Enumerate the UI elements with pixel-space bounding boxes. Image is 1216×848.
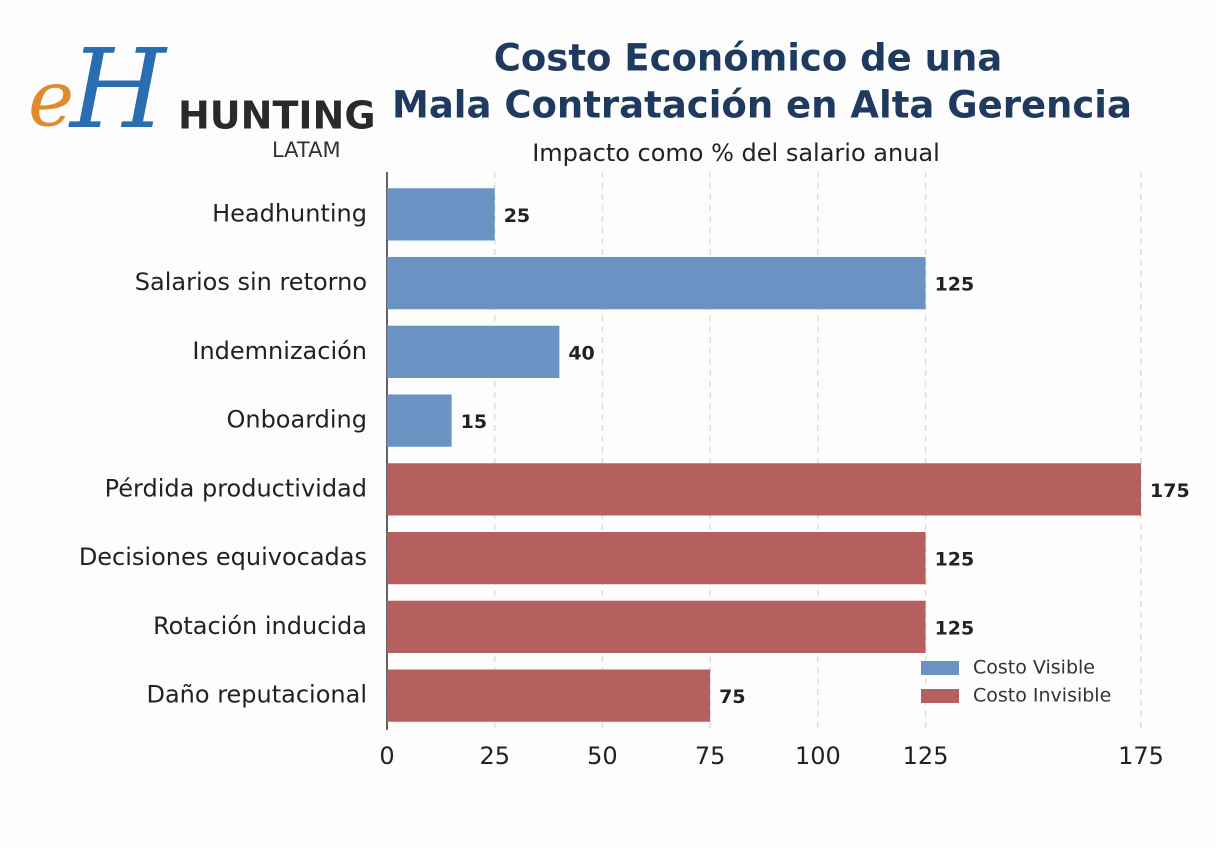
y-tick-label: Decisiones equivocadas — [79, 543, 367, 571]
logo: e H HUNTING LATAM — [28, 25, 376, 162]
value-label: 125 — [935, 549, 975, 571]
bar — [387, 257, 926, 310]
value-label: 40 — [568, 342, 594, 364]
y-tick-label: Headhunting — [212, 199, 367, 227]
logo-name: HUNTING — [178, 94, 376, 138]
value-label: 125 — [935, 617, 975, 639]
value-label: 15 — [461, 411, 487, 433]
y-tick-label: Rotación inducida — [153, 612, 367, 640]
bar — [387, 188, 495, 241]
value-label: 75 — [719, 686, 745, 708]
chart-title: Mala Contratación en Alta Gerencia — [392, 84, 1132, 127]
logo-region: LATAM — [272, 138, 341, 162]
x-tick-label: 75 — [695, 742, 726, 770]
y-tick-label: Daño reputacional — [146, 681, 367, 709]
logo-h: H — [68, 25, 168, 153]
value-label: 125 — [935, 274, 975, 296]
chart-subtitle: Impacto como % del salario anual — [532, 139, 940, 167]
x-tick-label: 125 — [903, 742, 949, 770]
bar — [387, 600, 926, 653]
x-tick-label: 25 — [479, 742, 510, 770]
legend-swatch — [921, 661, 959, 675]
x-tick-label: 175 — [1118, 742, 1164, 770]
logo-e: e — [28, 55, 74, 145]
value-label: 25 — [504, 205, 530, 227]
x-tick-label: 100 — [795, 742, 841, 770]
bar — [387, 532, 926, 585]
chart-title: Costo Económico de una — [494, 37, 1003, 80]
x-tick-label: 50 — [587, 742, 618, 770]
value-label: 175 — [1150, 480, 1190, 502]
y-tick-label: Indemnización — [192, 337, 367, 365]
y-tick-label: Salarios sin retorno — [135, 268, 367, 296]
y-tick-label: Pérdida productividad — [105, 474, 367, 502]
x-tick-label: 0 — [379, 742, 394, 770]
legend-label: Costo Visible — [973, 657, 1095, 679]
legend-swatch — [921, 689, 959, 703]
y-tick-label: Onboarding — [226, 406, 367, 434]
bar — [387, 463, 1141, 516]
bar — [387, 325, 560, 378]
bar — [387, 669, 711, 722]
legend-label: Costo Invisible — [973, 685, 1111, 707]
bar — [387, 394, 452, 447]
